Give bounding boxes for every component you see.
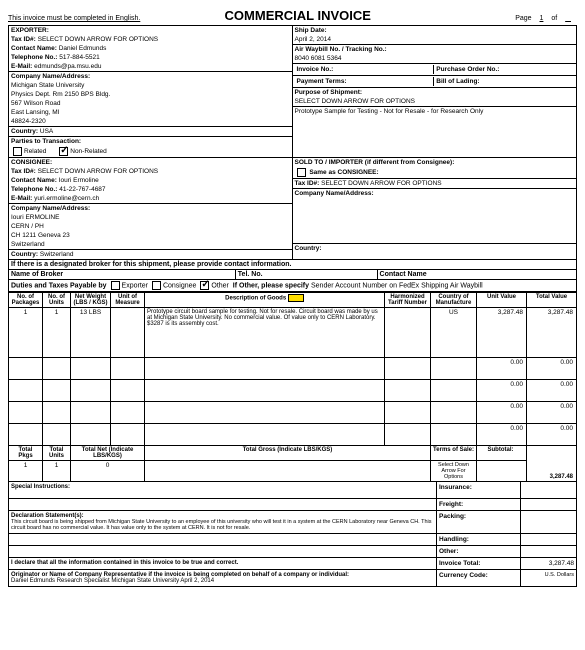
same-consignee-checkbox[interactable]	[297, 168, 306, 177]
broker-q: If there is a designated broker for this…	[8, 260, 577, 270]
exporter-addr3: 567 Wilson Road	[9, 99, 292, 108]
duties-row: Duties and Taxes Payable by Exporter Con…	[8, 280, 577, 292]
shipinfo-block: Ship Date: April 2, 2014 Air Waybill No.…	[293, 26, 577, 157]
consignee-email: yuri.ermoline@cern.ch	[34, 195, 99, 202]
ship-date: April 2, 2014	[293, 35, 577, 45]
parties-row: Related Non-Related	[9, 146, 292, 157]
exporter-ship-section: EXPORTER: Tax ID#: SELECT DOWN ARROW FOR…	[8, 25, 577, 158]
goods-row: 0.000.00	[9, 402, 577, 424]
other-row: Other:	[8, 546, 577, 558]
goods-header-row: No. of Packages No. of Units Net Weight …	[9, 293, 577, 308]
goods-totals-header: Total Pkgs Total Units Total Net (Indica…	[9, 446, 577, 461]
invoice-page: This invoice must be completed in Englis…	[0, 0, 585, 595]
declaration-row: Declaration Statement(s):This circuit bo…	[8, 511, 577, 534]
header-row: This invoice must be completed in Englis…	[8, 8, 577, 23]
duties-exporter-checkbox[interactable]	[111, 281, 120, 290]
page-number: Page 1 of	[515, 15, 577, 22]
exporter-taxid: SELECT DOWN ARROW FOR OPTIONS	[38, 36, 159, 43]
goods-table: No. of Packages No. of Units Net Weight …	[8, 292, 577, 482]
terms-select[interactable]: Select Down Arrow For Options	[431, 461, 477, 482]
goods-totals-row: 1 1 0 Select Down Arrow For Options	[9, 461, 577, 482]
goods-row: 0.000.00	[9, 380, 577, 402]
consignee-tel: 41-22-767-4687	[59, 186, 105, 193]
broker-row: Name of Broker Tel. No. Contact Name	[8, 270, 577, 280]
exporter-email: edmunds@pa.msu.edu	[34, 63, 101, 70]
exporter-block: EXPORTER: Tax ID#: SELECT DOWN ARROW FOR…	[9, 26, 293, 157]
freight-row: Freight:	[8, 499, 577, 511]
invoice-total: 3,287.48	[521, 558, 576, 569]
exporter-contact: Daniel Edmunds	[59, 45, 107, 52]
desc-yellow-icon	[288, 294, 304, 302]
consignee-country: Switzerland	[40, 251, 74, 258]
consignee-contact: Iouri Ermoline	[59, 177, 99, 184]
awb-number: 8040 6081 5364	[293, 54, 577, 64]
declare-row: I declare that all the information conta…	[8, 558, 577, 570]
page-title: COMMERCIAL INVOICE	[80, 8, 515, 23]
exporter-addr2: Physics Dept. Rm 2150 BPS Bldg.	[9, 90, 292, 99]
purpose-value: Prototype Sample for Testing - Not for R…	[293, 107, 577, 149]
special-instructions-row: Special Instructions: Insurance:	[8, 482, 577, 499]
duties-other-value: Sender Account Number on FedEx Shipping …	[311, 282, 483, 289]
handling-row: Handling:	[8, 534, 577, 546]
exporter-addr5: 48824-2320	[9, 117, 292, 127]
duties-consignee-checkbox[interactable]	[152, 281, 161, 290]
exporter-tel: 517-884-5521	[59, 54, 99, 61]
goods-row: 0.000.00	[9, 424, 577, 446]
exporter-addr4: East Lansing, MI	[9, 108, 292, 117]
exporter-country: USA	[40, 128, 53, 135]
duties-other-checkbox[interactable]	[200, 281, 209, 290]
nonrelated-checkbox[interactable]	[59, 147, 68, 156]
exporter-heading: EXPORTER:	[9, 26, 292, 35]
consignee-soldto-section: CONSIGNEE: Tax ID#: SELECT DOWN ARROW FO…	[8, 158, 577, 260]
soldto-block: SOLD TO / IMPORTER (if different from Co…	[293, 158, 577, 259]
consignee-heading: CONSIGNEE:	[9, 158, 292, 167]
currency-code: U.S. Dollars	[521, 570, 576, 586]
subtotal-value: 3,287.48	[527, 446, 577, 482]
originator-row: Originator or Name of Company Representa…	[8, 570, 577, 587]
consignee-block: CONSIGNEE: Tax ID#: SELECT DOWN ARROW FO…	[9, 158, 293, 259]
related-checkbox[interactable]	[13, 147, 22, 156]
goods-row: 0.000.00	[9, 358, 577, 380]
exporter-addr1: Michigan State University	[9, 81, 292, 90]
purpose-hint: SELECT DOWN ARROW FOR OPTIONS	[293, 97, 577, 107]
goods-row: 1113 LBSPrototype circuit board sample f…	[9, 308, 577, 358]
